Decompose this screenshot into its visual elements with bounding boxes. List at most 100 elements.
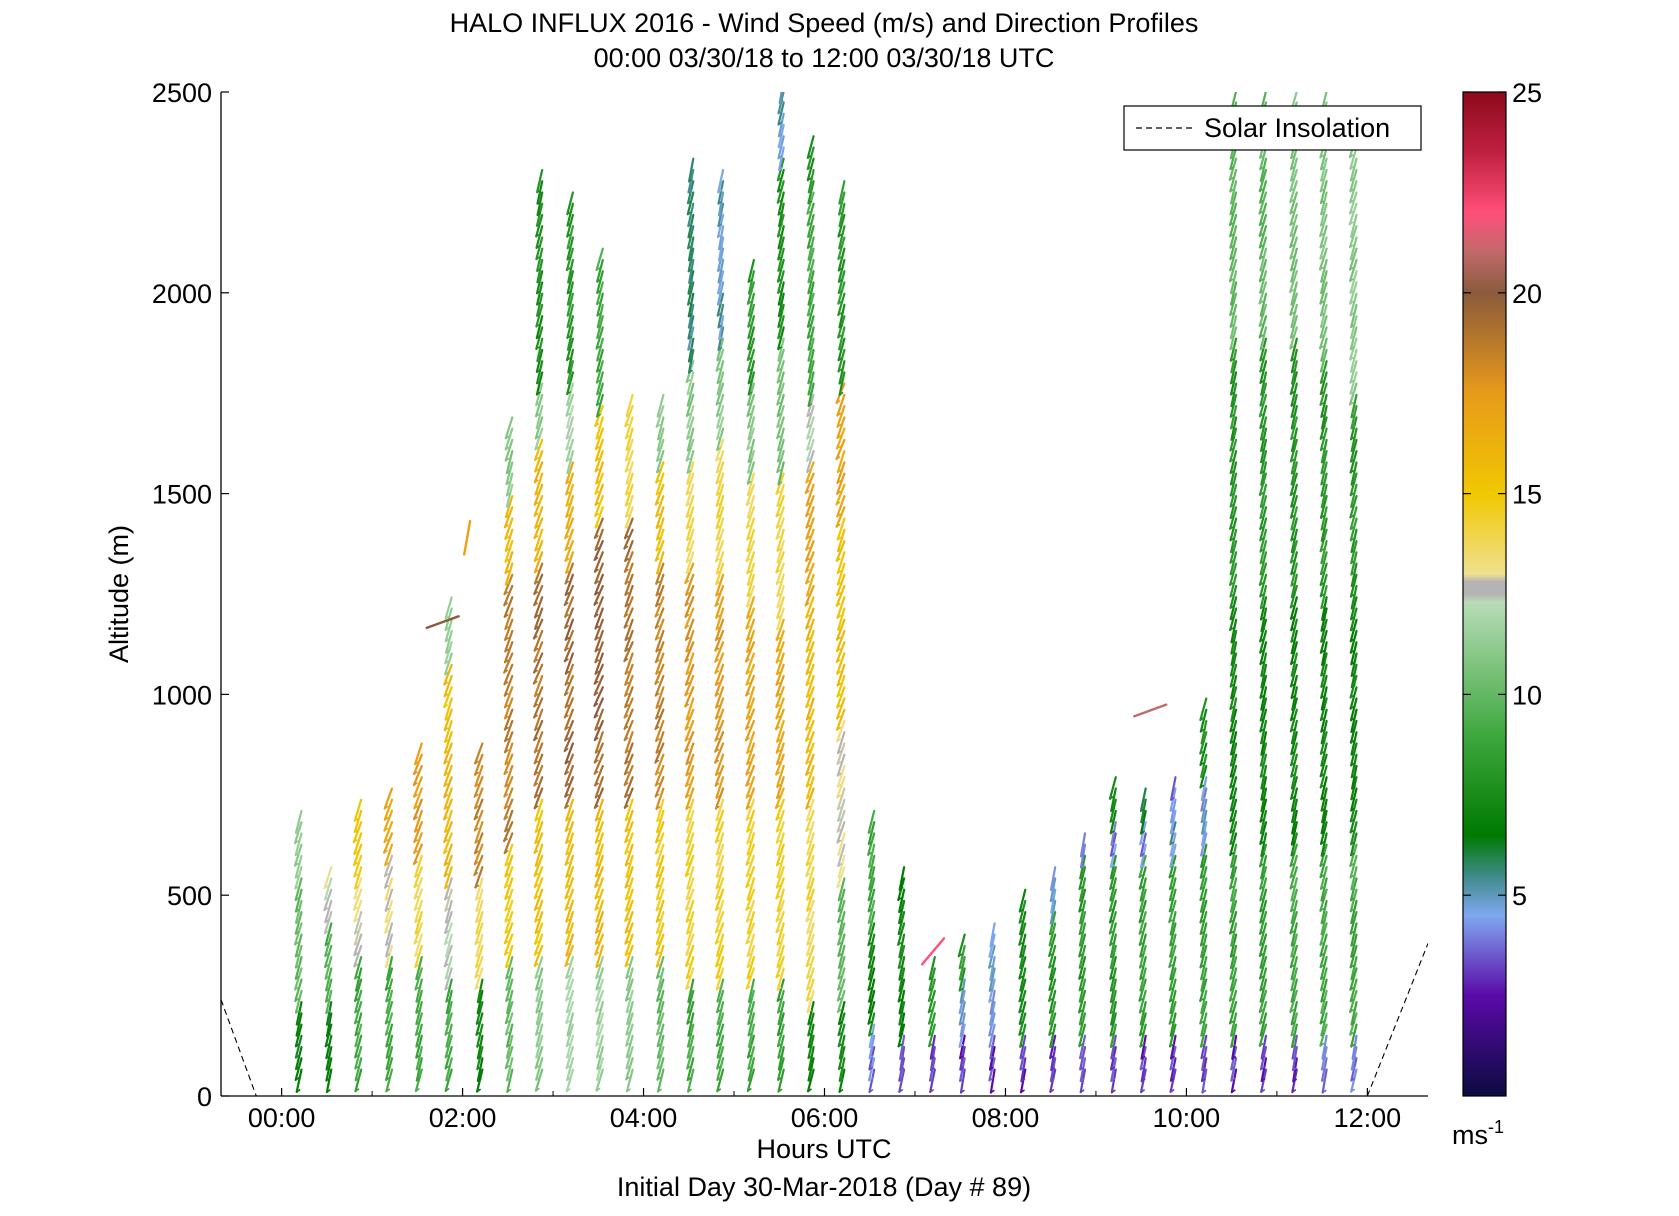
wind-barb [533,742,544,765]
wind-barb-flag [1139,1043,1145,1048]
wind-barb-flag [565,941,570,945]
wind-barb-flag [959,976,964,981]
wind-barb-flag [1020,1089,1025,1094]
wind-barb-flag [1170,1055,1175,1060]
wind-barb [295,1012,303,1037]
wind-barb [654,742,665,764]
wind-barb [1168,944,1177,969]
wind-barb [1319,731,1328,755]
wind-barb-flag [806,424,812,429]
wind-barb-flag [354,1009,360,1014]
wind-barb-flag [837,975,843,980]
wind-barb [1201,1045,1208,1072]
wind-barb [715,933,725,958]
wind-barb-flag [868,1044,874,1048]
wind-barb-flag [1230,987,1235,992]
wind-barb-flag [1259,402,1265,407]
x-tick-label: 06:00 [791,1103,859,1133]
wind-barb-flag [444,660,450,665]
wind-barb-flag [564,670,570,675]
wind-barb [353,798,363,822]
wind-barb-flag [1290,1021,1296,1026]
wind-barb-flag [1320,987,1325,992]
wind-barb-flag [1170,1078,1175,1082]
wind-barb [474,742,484,765]
wind-barb-flag [506,1077,511,1082]
wind-barb [444,652,453,676]
x-tick-label: 08:00 [972,1103,1040,1133]
wind-barb [685,495,695,519]
wind-barb-flag [1349,289,1355,294]
wind-barb-flag [625,502,630,507]
wind-barb-flag [475,908,481,912]
wind-barb [686,866,695,890]
wind-barb [1258,562,1268,587]
wind-barb-flag [534,468,540,473]
wind-barb [958,955,966,981]
wind-barb [897,910,906,936]
wind-barb-flag [1048,987,1054,991]
wind-barb-flag [1290,987,1296,992]
wind-barb [656,1034,665,1059]
wind-barb-flag [1199,919,1205,924]
wind-barb [1230,629,1238,655]
wind-barb-flag [716,1043,721,1047]
wind-barb-flag [1259,818,1265,823]
wind-barb [354,910,363,935]
wind-barb-flag [1199,1020,1205,1025]
wind-profile-column [412,742,423,1093]
wind-barb-flag [534,491,540,496]
wind-barb [566,191,575,216]
wind-barb [837,843,846,868]
wind-barb-flag [567,346,572,351]
wind-barb [775,798,785,821]
wind-barb [1138,989,1147,1014]
wind-barb-flag [838,223,844,227]
wind-barb-flag [294,897,300,901]
wind-barb [1290,393,1298,419]
wind-barb [503,697,514,720]
wind-barb [747,978,756,1004]
wind-barb-flag [1320,740,1326,745]
wind-barb [503,663,514,686]
wind-barb [838,371,846,396]
wind-barb-flag [688,324,693,329]
wind-barb-flag [1291,470,1296,475]
wind-barb-flag [623,658,629,662]
wind-barb-flag [1109,897,1115,902]
wind-barb-flag [805,648,811,653]
wind-barb [474,967,484,990]
wind-barb-flag [1260,875,1265,880]
wind-barb-flag [777,1032,782,1036]
wind-barb-flag [778,313,783,317]
wind-barb-flag [838,1066,843,1070]
wind-barb [294,866,303,890]
wind-barb-flag [535,323,541,328]
wind-barb [563,697,575,719]
wind-barb-flag [746,1088,752,1092]
wind-barb [1259,629,1268,654]
wind-barb-flag [536,380,541,385]
wind-barb [624,742,634,765]
wind-barb [836,528,846,553]
wind-barb-flag [1291,1044,1296,1048]
wind-barb [1290,303,1298,329]
wind-barb-flag [958,965,964,969]
wind-barb-flag [1320,1010,1326,1014]
wind-barb [624,809,634,833]
wind-barb-flag [534,817,540,822]
wind-barb [775,495,785,518]
wind-barb-flag [688,257,693,262]
wind-barb-flag [503,816,509,820]
wind-barb-flag [1320,166,1325,171]
wind-barb-flag [504,446,510,451]
wind-barb-flag [504,738,509,742]
wind-barb [1199,854,1208,879]
wind-barb-flag [1290,537,1296,542]
wind-barb [565,247,575,272]
wind-barb [837,258,846,283]
wind-barb-flag [776,424,782,428]
wind-barb-flag [445,919,450,924]
wind-barb [624,832,634,855]
wind-barb-flag [1319,863,1325,867]
